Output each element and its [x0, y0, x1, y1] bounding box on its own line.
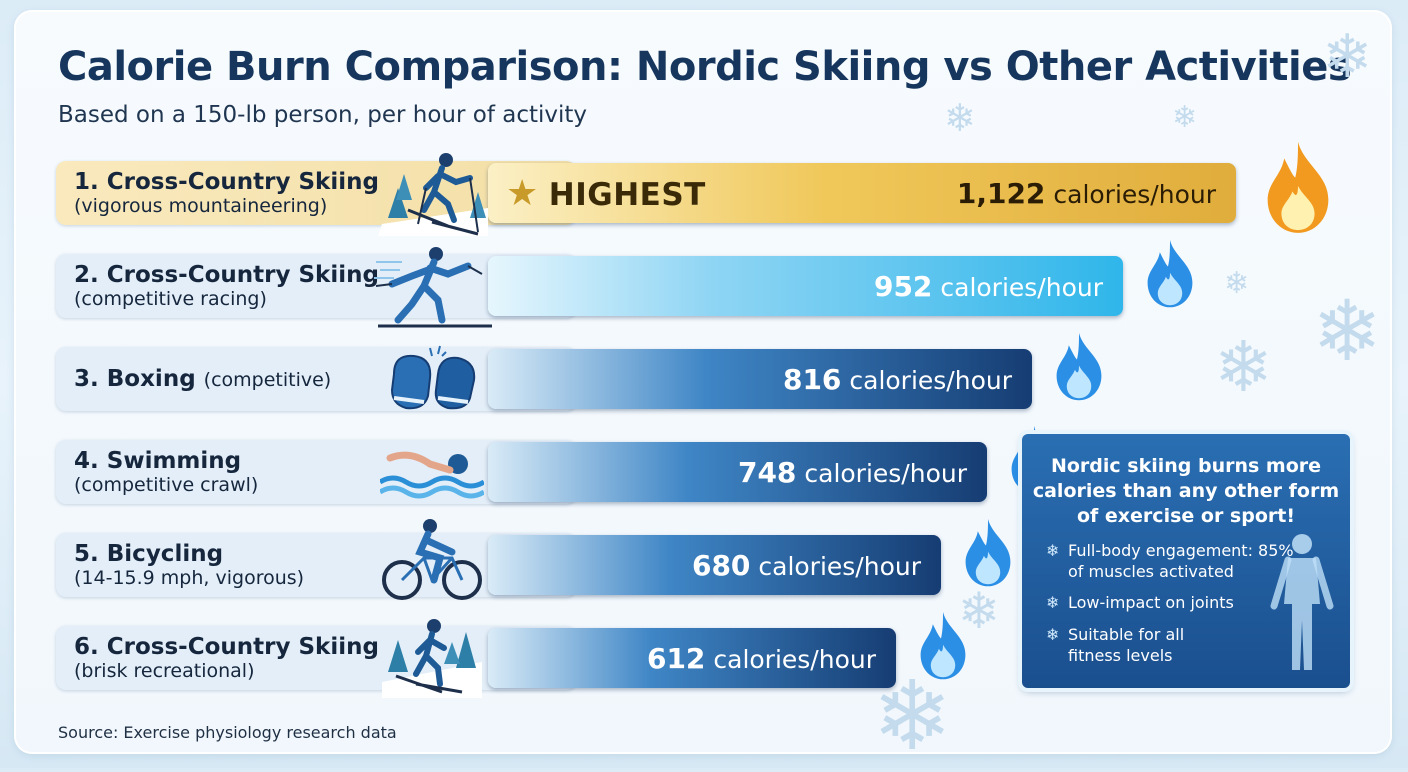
racing-skier-icon	[374, 247, 492, 328]
skier-uphill-icon	[378, 153, 488, 236]
category-detail: (brisk recreational)	[74, 660, 255, 682]
chart-title: Calorie Burn Comparison: Nordic Skiing v…	[58, 44, 1352, 90]
snowflake-icon: ❄	[958, 582, 1000, 640]
cyclist-icon	[382, 519, 482, 600]
category-detail: (vigorous mountaineering)	[74, 195, 328, 217]
snowflake-icon: ❄	[1312, 282, 1383, 380]
chart-subtitle: Based on a 150-lb person, per hour of ac…	[58, 102, 588, 128]
category-detail: (14-15.9 mph, vigorous)	[74, 567, 305, 589]
category-name: 6. Cross-Country Skiing	[74, 634, 379, 660]
flame-icon	[920, 612, 966, 680]
category-detail: (competitive)	[203, 369, 332, 391]
flame-icon	[1147, 240, 1193, 308]
snowflake-bullet-icon: ❄	[1046, 593, 1060, 612]
data-label: 952 calories/hour	[873, 270, 1103, 303]
flame-icon	[1056, 333, 1102, 401]
snowflake-icon: ❄	[1322, 22, 1373, 92]
swimmer-icon	[380, 451, 484, 499]
human-body-icon	[1270, 534, 1334, 670]
category-name: 5. Bicycling	[74, 541, 224, 567]
snowflake-icon: ❄	[1172, 100, 1198, 135]
bar: 816 calories/hour	[488, 349, 1032, 409]
snowflake-bullet-icon: ❄	[1046, 541, 1060, 560]
category-detail: (competitive crawl)	[74, 474, 259, 496]
data-label: 680 calories/hour	[691, 549, 921, 582]
flame-icon	[1267, 141, 1329, 233]
flame-icon	[965, 519, 1011, 587]
category-detail: (competitive racing)	[74, 288, 267, 310]
category-name: 2. Cross-Country Skiing	[74, 262, 379, 288]
star-icon: ★	[506, 173, 539, 214]
bar: 680 calories/hour	[488, 535, 941, 595]
info-box: Nordic skiing burns more calories than a…	[1022, 434, 1350, 688]
bar: ★ HIGHEST 1,122 calories/hour	[488, 163, 1236, 223]
bar: 612 calories/hour	[488, 628, 896, 688]
snowflake-icon: ❄	[944, 96, 976, 140]
category-name: 1. Cross-Country Skiing	[74, 169, 379, 195]
recreational-skier-icon	[382, 619, 482, 698]
data-label: 1,122 calories/hour	[956, 177, 1216, 210]
bar: 748 calories/hour	[488, 442, 987, 502]
snowflake-icon: ❄	[1224, 266, 1250, 301]
category-name: 3. Boxing (competitive)	[74, 366, 332, 392]
snowflake-bullet-icon: ❄	[1046, 625, 1060, 644]
boxing-gloves-icon	[390, 345, 476, 410]
info-heading: Nordic skiing burns more calories than a…	[1032, 455, 1340, 527]
data-label: 748 calories/hour	[737, 456, 967, 489]
bar: 952 calories/hour	[488, 256, 1123, 316]
highest-badge: ★ HIGHEST	[506, 173, 706, 214]
snowflake-icon: ❄	[1214, 326, 1273, 408]
data-label: 816 calories/hour	[782, 363, 1012, 396]
source-note: Source: Exercise physiology research dat…	[58, 723, 397, 742]
data-label: 612 calories/hour	[646, 642, 876, 675]
category-name: 4. Swimming	[74, 448, 242, 474]
